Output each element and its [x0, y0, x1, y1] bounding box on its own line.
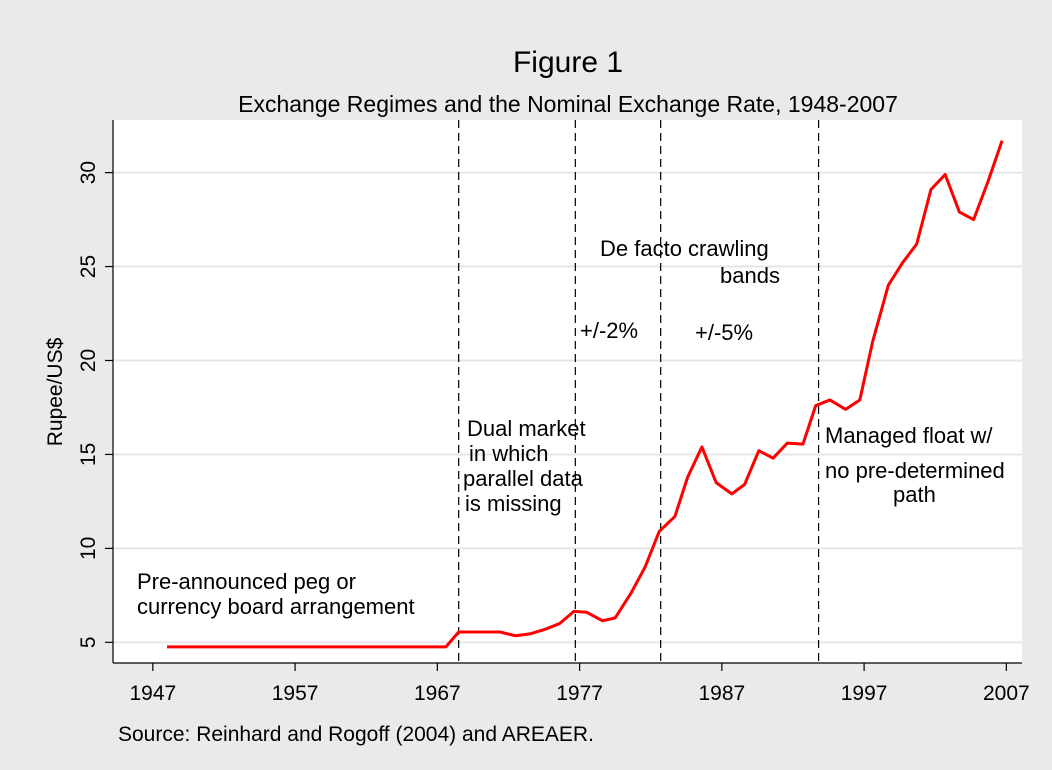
annotation: Managed float w/	[825, 423, 993, 448]
annotation: +/-2%	[580, 318, 638, 343]
annotation: no pre-determined	[825, 458, 1005, 483]
annotation: in which	[469, 441, 548, 466]
x-tick-label: 1987	[698, 682, 745, 705]
y-tick-label: 15	[77, 443, 100, 466]
x-tick-label: 1967	[414, 682, 461, 705]
y-axis-label: Rupee/US$	[44, 337, 67, 446]
chart-title: Figure 1	[513, 46, 623, 79]
x-tick-label: 1977	[556, 682, 603, 705]
x-tick-label: 2007	[983, 682, 1030, 705]
annotation: parallel data	[463, 466, 584, 491]
annotation: bands	[720, 263, 780, 288]
x-tick-label: 1947	[129, 682, 176, 705]
annotation: +/-5%	[695, 320, 753, 345]
chart-subtitle: Exchange Regimes and the Nominal Exchang…	[238, 91, 898, 117]
data-line	[167, 140, 1004, 649]
y-tick-label: 20	[77, 349, 100, 372]
annotation: Dual market	[467, 416, 586, 441]
y-tick-label: 5	[77, 636, 100, 648]
plot-area	[113, 120, 1022, 663]
source-note: Source: Reinhard and Rogoff (2004) and A…	[118, 723, 594, 746]
x-tick-label: 1957	[272, 682, 319, 705]
annotation: is missing	[465, 491, 562, 516]
y-tick-label: 10	[77, 537, 100, 560]
annotation: path	[893, 482, 936, 507]
annotation: De facto crawling	[600, 236, 769, 261]
annotation: Pre-announced peg or	[137, 569, 356, 594]
x-tick-label: 1997	[841, 682, 888, 705]
annotation: currency board arrangement	[137, 594, 415, 619]
y-tick-label: 25	[77, 255, 100, 278]
y-tick-label: 30	[77, 161, 100, 184]
